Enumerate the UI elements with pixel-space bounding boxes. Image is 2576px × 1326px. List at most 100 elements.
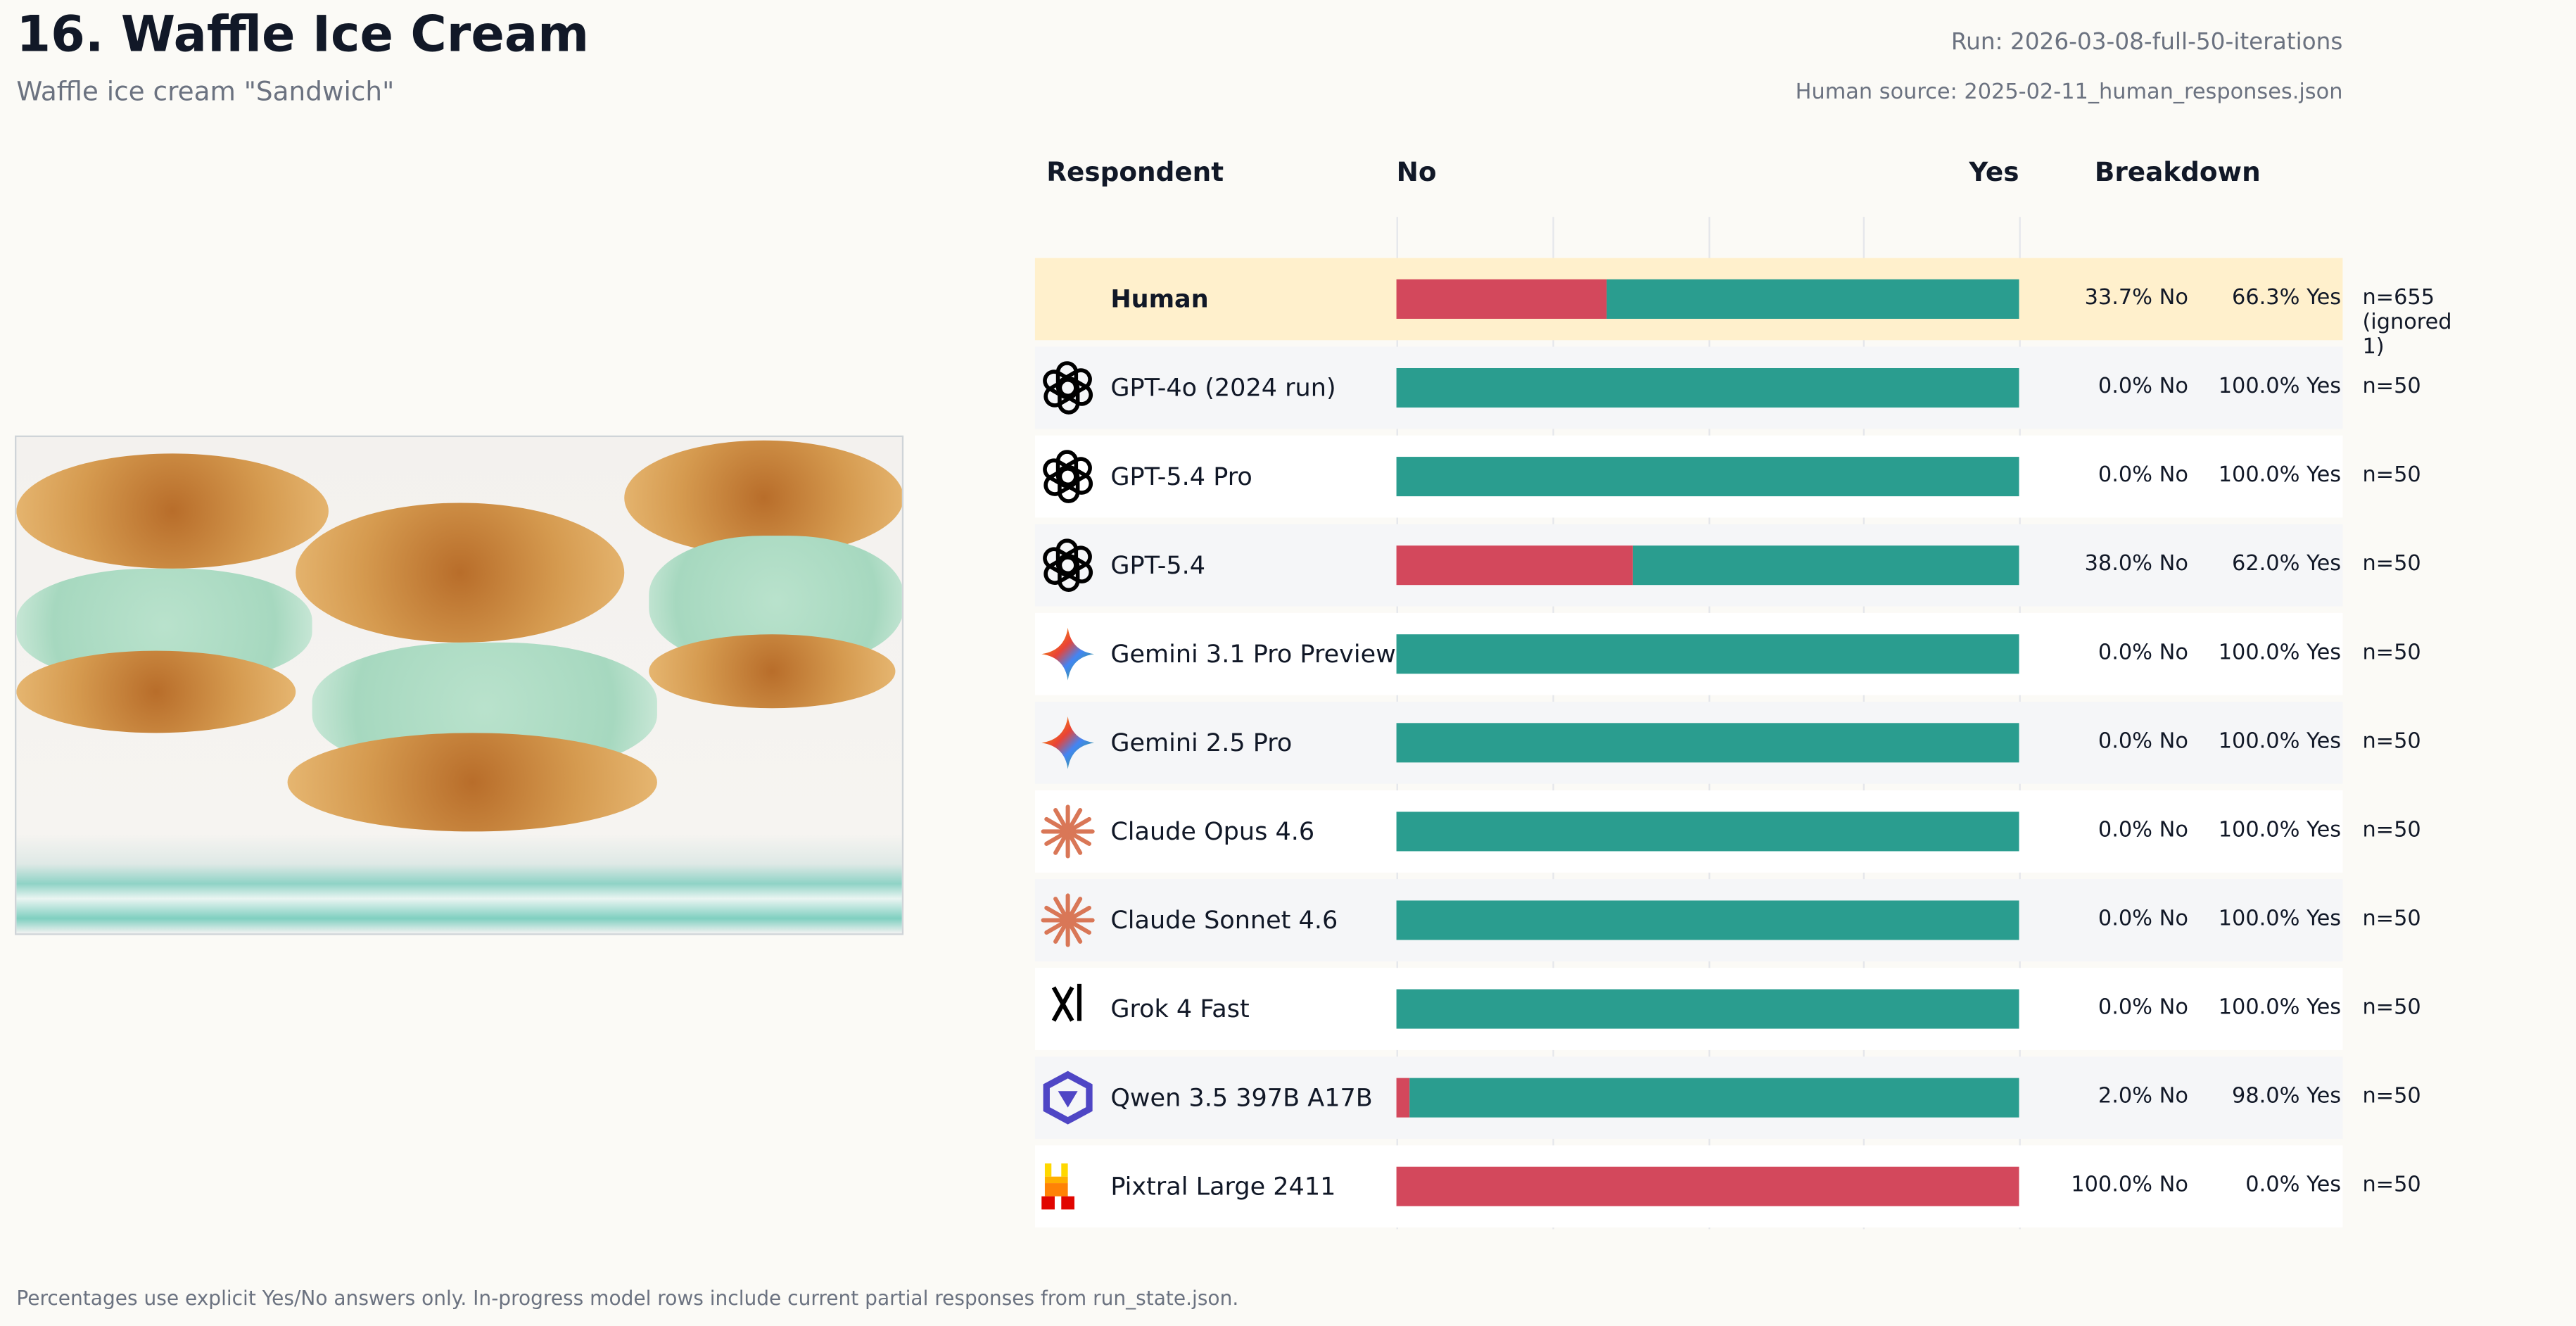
- yes-percent: 98.0% Yes: [2232, 1084, 2342, 1109]
- sample-count: n=50: [2362, 818, 2421, 843]
- sample-count: n=50: [2362, 907, 2421, 932]
- stacked-bar: [1396, 545, 2019, 586]
- stacked-bar: [1396, 812, 2019, 852]
- yes-percent: 62.0% Yes: [2232, 552, 2342, 577]
- respondent-row: Gemini 3.1 Pro Preview 0.0% No 100.0% Yes n…: [1034, 612, 2421, 695]
- no-percent: 0.0% No: [2098, 374, 2188, 400]
- yes-percent: 100.0% Yes: [2218, 640, 2342, 666]
- human-source-label: Human source: 2025-02-11_human_responses…: [1795, 80, 2343, 106]
- respondent-name: Claude Sonnet 4.6: [1110, 905, 1338, 935]
- no-percent: 0.0% No: [2098, 640, 2188, 666]
- bar-yes-segment: [1396, 900, 2019, 940]
- no-percent: 33.7% No: [2084, 286, 2188, 311]
- respondent-name: GPT-5.4: [1110, 550, 1206, 581]
- yes-axis-label: Yes: [1969, 156, 2019, 188]
- stacked-bar: [1396, 723, 2019, 763]
- stacked-bar: [1396, 367, 2019, 408]
- respondent-name: GPT-4o (2024 run): [1110, 372, 1336, 403]
- no-percent: 0.0% No: [2098, 907, 2188, 932]
- bar-yes-segment: [1396, 989, 2019, 1029]
- sample-count: n=50: [2362, 552, 2421, 577]
- no-percent: 2.0% No: [2098, 1084, 2188, 1109]
- claude-icon: [1039, 802, 1098, 861]
- sample-count: n=50: [2362, 1173, 2421, 1199]
- mistral-icon: [1039, 1157, 1098, 1216]
- respondent-name: Qwen 3.5 397B A17B: [1110, 1082, 1373, 1113]
- qwen-icon: [1039, 1068, 1098, 1128]
- respondent-row: GPT-5.4 Pro 0.0% No 100.0% Yes n=50: [1034, 435, 2421, 518]
- respondent-header: Respondent: [1046, 156, 1224, 188]
- bar-no-segment: [1396, 545, 1633, 586]
- stacked-bar: [1396, 457, 2019, 497]
- claude-icon: [1039, 890, 1098, 949]
- bar-yes-segment: [1409, 1078, 2019, 1118]
- page-title: 16. Waffle Ice Cream: [16, 6, 590, 65]
- sample-count: n=50: [2362, 640, 2421, 666]
- yes-percent: 100.0% Yes: [2218, 995, 2342, 1021]
- respondent-name: Human: [1110, 284, 1209, 314]
- respondent-row: Gemini 2.5 Pro 0.0% No 100.0% Yes n=50: [1034, 701, 2421, 784]
- bar-yes-segment: [1396, 367, 2019, 408]
- bar-yes-segment: [1396, 457, 2019, 497]
- waffle-ice-cream-photo: [15, 435, 904, 935]
- run-label: Run: 2026-03-08-full-50-iterations: [1950, 30, 2343, 56]
- page-subtitle: Waffle ice cream "Sandwich": [16, 75, 395, 107]
- sample-count: n=50: [2362, 1084, 2421, 1109]
- sample-count: n=50: [2362, 995, 2421, 1021]
- no-percent: 38.0% No: [2084, 552, 2188, 577]
- bar-no-segment: [1396, 1166, 2019, 1206]
- stacked-bar: [1396, 900, 2019, 940]
- grok-icon: [1039, 980, 1098, 1039]
- yes-percent: 100.0% Yes: [2218, 463, 2342, 488]
- no-percent: 0.0% No: [2098, 463, 2188, 488]
- respondent-row: Qwen 3.5 397B A17B 2.0% No 98.0% Yes n=50: [1034, 1056, 2421, 1139]
- sample-count: n=50: [2362, 729, 2421, 754]
- respondent-row: Claude Opus 4.6 0.0% No 100.0% Yes n=50: [1034, 790, 2421, 873]
- stacked-bar: [1396, 279, 2019, 319]
- openai-icon: [1039, 447, 1098, 506]
- bar-yes-segment: [1606, 279, 2019, 319]
- sample-count: n=655 (ignored 1): [2362, 286, 2452, 360]
- respondent-name: Gemini 2.5 Pro: [1110, 728, 1293, 758]
- bar-yes-segment: [1396, 634, 2019, 674]
- respondent-row: Grok 4 Fast 0.0% No 100.0% Yes n=50: [1034, 968, 2421, 1050]
- no-percent: 0.0% No: [2098, 995, 2188, 1021]
- respondent-row: GPT-5.4 38.0% No 62.0% Yes n=50: [1034, 524, 2421, 607]
- footer-note: Percentages use explicit Yes/No answers …: [16, 1287, 1239, 1310]
- yes-percent: 100.0% Yes: [2218, 729, 2342, 754]
- respondent-row: Human 33.7% No 66.3% Yes n=655 (ignored 1): [1034, 258, 2452, 360]
- openai-icon: [1039, 536, 1098, 595]
- gemini-icon: [1039, 624, 1098, 683]
- gemini-icon: [1039, 713, 1098, 772]
- bar-no-segment: [1396, 279, 1606, 319]
- yes-percent: 100.0% Yes: [2218, 907, 2342, 932]
- respondent-name: Claude Opus 4.6: [1110, 816, 1315, 847]
- no-percent: 100.0% No: [2071, 1173, 2188, 1199]
- no-percent: 0.0% No: [2098, 818, 2188, 843]
- respondent-row: Pixtral Large 2411 100.0% No 0.0% Yes n=50: [1034, 1145, 2421, 1228]
- openai-icon: [1039, 358, 1098, 417]
- respondent-row: GPT-4o (2024 run) 0.0% No 100.0% Yes n=50: [1034, 346, 2421, 429]
- yes-percent: 66.3% Yes: [2232, 286, 2342, 311]
- stacked-bar: [1396, 1166, 2019, 1206]
- stacked-bar: [1396, 634, 2019, 674]
- yes-percent: 100.0% Yes: [2218, 374, 2342, 400]
- bar-yes-segment: [1396, 723, 2019, 763]
- bar-yes-segment: [1632, 545, 2019, 586]
- respondent-name: Grok 4 Fast: [1110, 994, 1250, 1024]
- respondent-name: GPT-5.4 Pro: [1110, 462, 1252, 492]
- no-axis-label: No: [1396, 156, 1437, 188]
- yes-percent: 0.0% Yes: [2245, 1173, 2342, 1199]
- respondent-name: Gemini 3.1 Pro Preview: [1110, 639, 1396, 669]
- yes-percent: 100.0% Yes: [2218, 818, 2342, 843]
- sample-count: n=50: [2362, 463, 2421, 488]
- stacked-bar: [1396, 989, 2019, 1029]
- no-percent: 0.0% No: [2098, 729, 2188, 754]
- breakdown-header: Breakdown: [2094, 156, 2261, 188]
- bar-no-segment: [1396, 1078, 1409, 1118]
- bar-yes-segment: [1396, 812, 2019, 852]
- respondent-name: Pixtral Large 2411: [1110, 1171, 1336, 1201]
- stacked-bar: [1396, 1078, 2019, 1118]
- sample-count: n=50: [2362, 374, 2421, 400]
